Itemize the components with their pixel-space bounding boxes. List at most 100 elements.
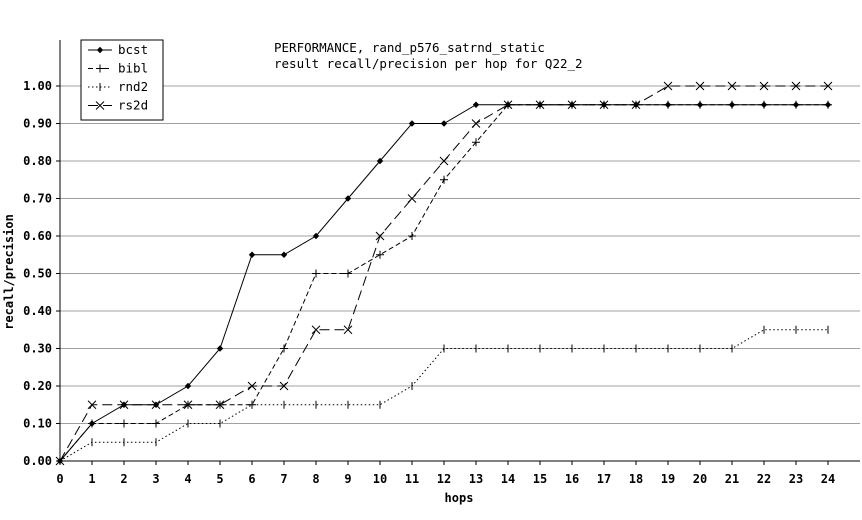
point-bibl-12 [440,175,448,184]
x-axis-label: hops [445,491,474,505]
x-tick-label-5: 5 [216,472,223,486]
point-rs2d-24 [823,81,833,91]
point-bcst-13 [472,101,480,108]
point-rs2d-21 [727,81,737,91]
point-bcst-12 [440,120,448,127]
x-tick-label-14: 14 [501,472,515,486]
y-tick-label-2: 0.20 [23,379,52,393]
point-rs2d-8 [311,325,321,335]
point-bcst-4 [184,382,192,390]
x-tick-label-21: 21 [725,472,739,486]
point-bibl-3 [152,419,160,428]
x-tick-label-0: 0 [56,472,63,486]
point-bibl-13 [472,138,480,147]
point-bibl-9 [344,269,352,278]
point-rs2d-7 [279,381,289,391]
legend-label-bcst: bcst [118,42,148,57]
y-tick-label-0: 0.00 [23,454,52,468]
gridlines [60,85,860,424]
y-tick-label-8: 0.80 [23,154,52,168]
series-bcst [56,101,832,465]
legend-label-bibl: bibl [118,61,148,76]
x-tick-label-10: 10 [373,472,387,486]
axes [59,40,860,462]
point-bcst-5 [216,345,224,352]
x-tick-label-20: 20 [693,472,707,486]
point-rs2d-13 [471,119,481,128]
point-rs2d-1 [87,400,97,410]
point-rs2d-11 [407,194,417,203]
x-tick-label-23: 23 [789,472,803,486]
point-rs2d-16 [567,100,577,110]
y-tick-label-4: 0.40 [23,304,52,318]
legend-item-rnd2: rnd2 [88,79,148,94]
tick-labels: 0 1 2 3 4 5 6 7 8 9 10 11 12 13 14 15 16 17 18 19 20 21 22 23 24… [23,79,835,486]
legend-box [80,39,164,121]
legend-item-bibl: bibl [88,61,148,76]
legend-label-rnd2: rnd2 [118,79,148,94]
legend-item-rs2d: rs2d [88,98,148,113]
x-tick-label-7: 7 [280,472,287,486]
legend-label-rs2d: rs2d [118,98,148,113]
point-rs2d-2 [119,400,129,410]
x-tick-label-8: 8 [312,472,319,486]
series-rnd2 [59,325,829,465]
legend: bcst bibl rnd2 rs2d [80,39,164,121]
point-bibl-1 [88,419,96,428]
series-line-bcst [59,104,828,462]
x-tick-label-2: 2 [120,472,127,486]
point-bibl-2 [120,419,128,428]
y-tick-label-9: 0.90 [23,117,52,131]
point-bibl-8 [312,269,320,278]
point-bibl-20 [696,100,704,109]
y-tick-label-6: 0.60 [23,229,52,243]
series-bibl [56,100,832,465]
point-rs2d-18 [631,100,641,110]
x-tick-label-3: 3 [152,472,159,486]
x-tick-label-6: 6 [248,472,255,486]
point-rs2d-20 [695,81,705,91]
y-tick-label-3: 0.30 [23,342,52,356]
series-lines [55,81,833,466]
x-tick-label-16: 16 [565,472,579,486]
point-rs2d-23 [791,81,801,91]
x-tick-label-22: 22 [757,472,771,486]
x-tick-label-24: 24 [821,472,835,486]
y-tick-label-1: 0.10 [23,417,52,431]
point-bibl-23 [792,100,800,109]
point-rs2d-22 [759,81,769,91]
x-tick-label-13: 13 [469,472,483,486]
series-line-bibl [59,104,828,462]
point-rs2d-6 [247,381,257,391]
series-rs2d [55,81,833,466]
point-rs2d-17 [599,100,609,110]
point-bcst-6 [248,251,256,258]
x-tick-label-18: 18 [629,472,643,486]
x-tick-label-15: 15 [533,472,547,486]
point-rs2d-9 [343,325,353,335]
x-tick-label-1: 1 [88,472,95,486]
point-rs2d-5 [215,400,225,410]
point-bibl-19 [664,100,672,109]
point-rs2d-10 [375,231,385,241]
point-bcst-11 [408,120,416,127]
y-tick-label-5: 0.50 [23,267,52,281]
point-bcst-8 [312,232,320,240]
x-tick-label-12: 12 [437,472,451,486]
point-bibl-24 [824,100,832,109]
point-bcst-10 [376,157,384,165]
x-tick-label-11: 11 [405,472,419,486]
point-bibl-11 [408,232,416,240]
point-rs2d-14 [503,100,513,110]
point-bibl-22 [760,100,768,109]
point-bcst-7 [280,251,288,258]
point-rs2d-19 [663,81,673,91]
point-rs2d-4 [183,400,193,410]
legend-marker-bcst [96,46,104,54]
point-bibl-7 [280,344,288,353]
point-rs2d-15 [535,100,545,110]
legend-item-bcst: bcst [88,42,148,57]
point-bibl-21 [728,100,736,109]
x-tick-label-17: 17 [597,472,611,486]
